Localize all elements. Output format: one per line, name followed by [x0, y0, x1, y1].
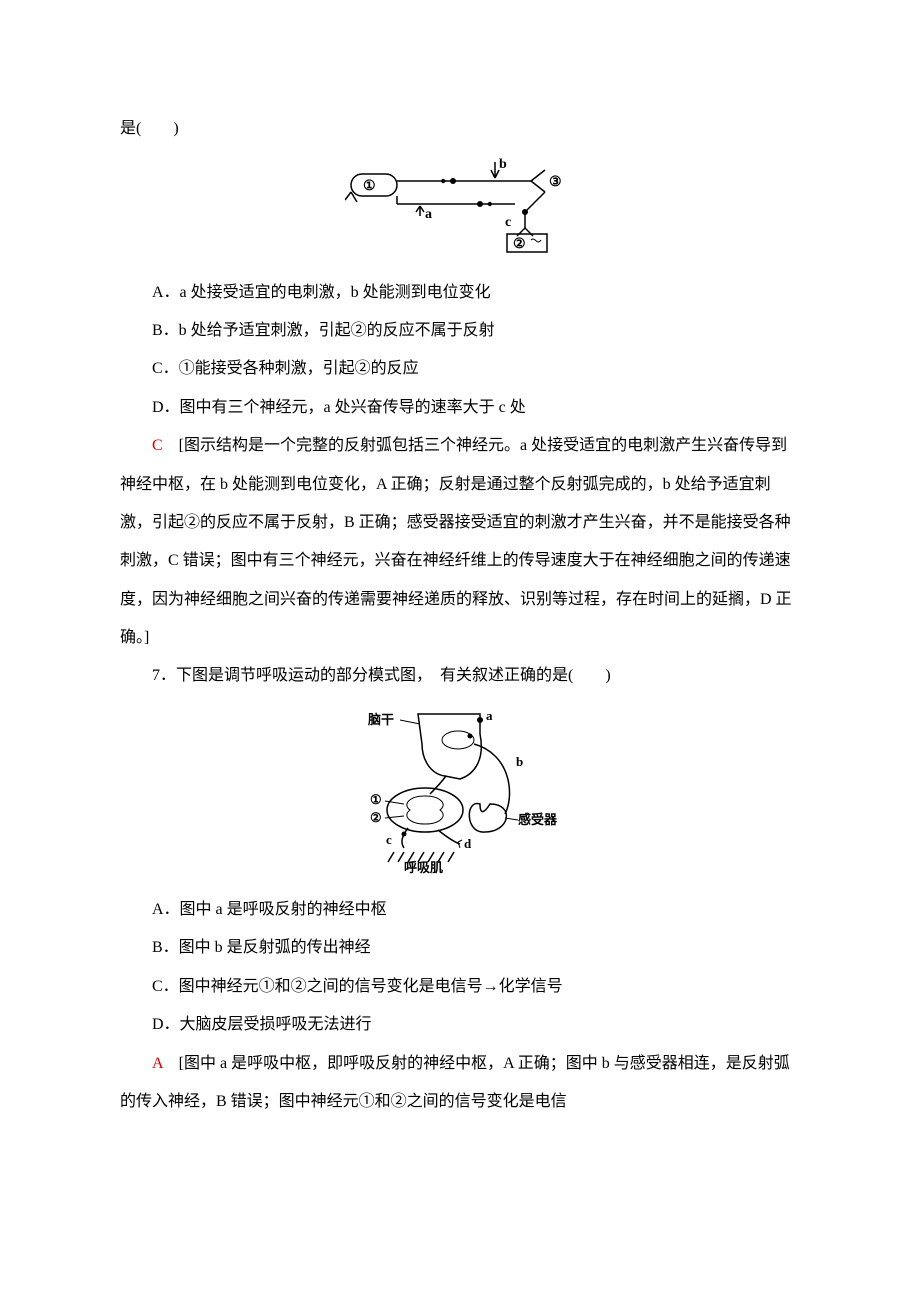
svg-text:③: ③: [549, 175, 562, 190]
svg-text:a: a: [425, 207, 432, 222]
svg-text:b: b: [499, 157, 507, 172]
svg-text:②: ②: [370, 810, 382, 825]
q6-explanation: [图示结构是一个完整的反射弧包括三个神经元。a 处接受适宜的电刺激产生兴奋传导到…: [120, 437, 792, 646]
svg-text:②: ②: [513, 237, 526, 252]
q7-opt-a: A．图中 a 是呼吸反射的神经中枢: [120, 891, 800, 929]
svg-text:c: c: [505, 215, 511, 230]
q6-answer: C: [152, 437, 163, 454]
svg-text:d: d: [464, 836, 472, 851]
page: 是( ) ①b③ac② A．a 处接受适宜的电刺激，b 处能测到电位变化 B．b…: [0, 0, 920, 1302]
svg-text:①: ①: [363, 179, 376, 194]
q7-opt-b: B．图中 b 是反射弧的传出神经: [120, 929, 800, 967]
q7-opt-d: D．大脑皮层受损呼吸无法进行: [120, 1006, 800, 1044]
svg-text:感受器: 感受器: [518, 812, 558, 827]
q7-stem: 7．下图是调节呼吸运动的部分模式图， 有关叙述正确的是( ): [120, 657, 800, 695]
q6-opt-c: C．①能接受各种刺激，引起②的反应: [120, 350, 800, 388]
q7-explanation: [图中 a 是呼吸中枢，即呼吸反射的神经中枢，A 正确；图中 b 与感受器相连，…: [120, 1055, 790, 1110]
q6-answer-para: C [图示结构是一个完整的反射弧包括三个神经元。a 处接受适宜的电刺激产生兴奋传…: [120, 427, 800, 657]
svg-text:a: a: [486, 708, 493, 723]
q6-opt-a: A．a 处接受适宜的电刺激，b 处能测到电位变化: [120, 274, 800, 312]
svg-text:①: ①: [370, 792, 382, 807]
svg-text:c: c: [386, 832, 392, 847]
svg-text:脑干: 脑干: [368, 712, 394, 727]
q7-opt-c: C．图中神经元①和②之间的信号变化是电信号→化学信号: [120, 968, 800, 1006]
q7-svg: 脑干 a b 感受器 ① ②c d 呼吸肌: [330, 704, 590, 874]
q6-figure: ① b ③ a c②: [120, 156, 800, 261]
svg-text:呼吸肌: 呼吸肌: [404, 860, 443, 874]
svg-text:b: b: [516, 754, 523, 769]
q7-answer-para: A [图中 a 是呼吸中枢，即呼吸反射的神经中枢，A 正确；图中 b 与感受器相…: [120, 1045, 800, 1122]
q6-opt-d: D．图中有三个神经元，a 处兴奋传导的速率大于 c 处: [120, 389, 800, 427]
q6-svg: ① b ③ a c②: [345, 156, 575, 256]
q7-answer: A: [152, 1055, 163, 1072]
q7-figure: 脑干 a b 感受器 ① ②c d 呼吸肌: [120, 704, 800, 879]
q6-stem-tail: 是( ): [120, 110, 800, 148]
q6-opt-b: B．b 处给予适宜刺激，引起②的反应不属于反射: [120, 312, 800, 350]
